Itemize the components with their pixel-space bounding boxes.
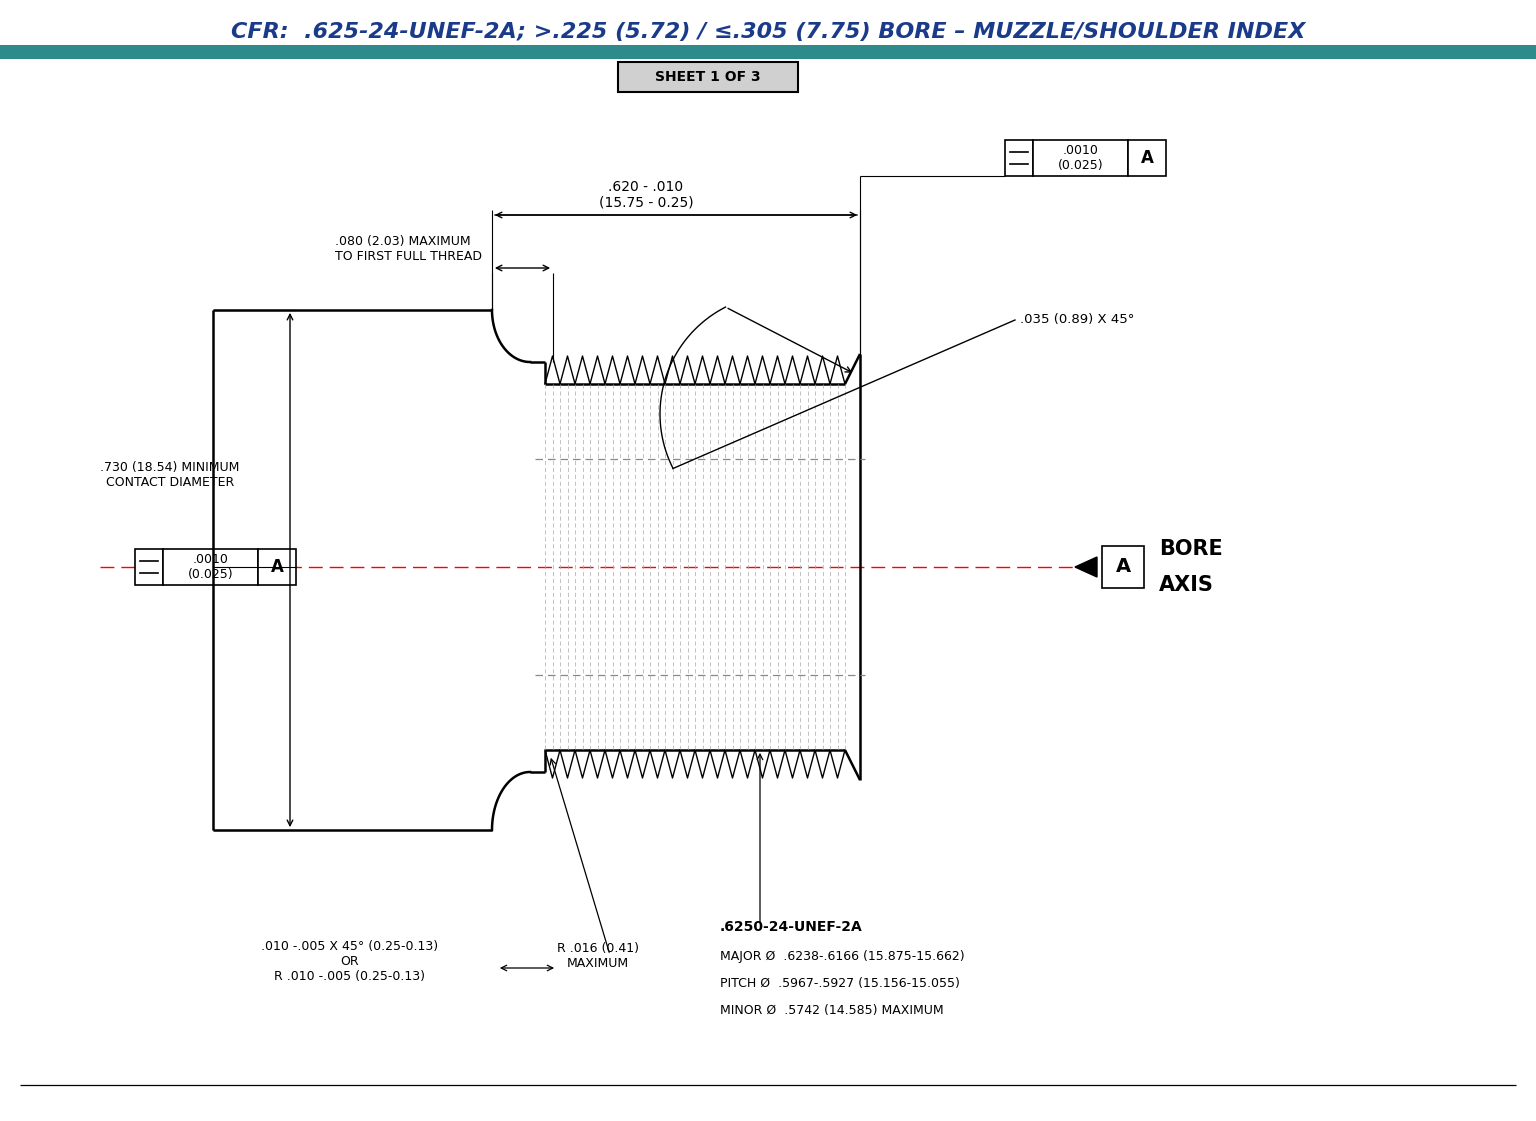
Bar — [258, 549, 296, 585]
Text: .620 - .010
(15.75 - 0.25): .620 - .010 (15.75 - 0.25) — [599, 179, 693, 210]
Bar — [0, 45, 1536, 59]
Text: A: A — [1141, 149, 1154, 167]
Text: R .016 (0.41)
MAXIMUM: R .016 (0.41) MAXIMUM — [558, 942, 639, 970]
Polygon shape — [1075, 557, 1097, 577]
Text: .730 (18.54) MINIMUM
CONTACT DIAMETER: .730 (18.54) MINIMUM CONTACT DIAMETER — [100, 461, 240, 489]
Bar — [617, 62, 799, 92]
Text: .0010
(0.025): .0010 (0.025) — [1058, 143, 1103, 172]
Text: .0010
(0.025): .0010 (0.025) — [187, 553, 233, 581]
Text: AXIS: AXIS — [1160, 575, 1213, 595]
Text: PITCH Ø  .5967-.5927 (15.156-15.055): PITCH Ø .5967-.5927 (15.156-15.055) — [720, 978, 960, 990]
Text: A: A — [270, 558, 284, 576]
Text: .010 -.005 X 45° (0.25-0.13)
OR
R .010 -.005 (0.25-0.13): .010 -.005 X 45° (0.25-0.13) OR R .010 -… — [261, 941, 439, 983]
Text: .6250-24-UNEF-2A: .6250-24-UNEF-2A — [720, 920, 863, 934]
Bar — [1101, 546, 1144, 589]
Bar — [1127, 140, 1166, 176]
Text: MAJOR Ø  .6238-.6166 (15.875-15.662): MAJOR Ø .6238-.6166 (15.875-15.662) — [720, 949, 965, 963]
Text: CFR:  .625-24-UNEF-2A; >.225 (5.72) / ≤.305 (7.75) BORE – MUZZLE/SHOULDER INDEX: CFR: .625-24-UNEF-2A; >.225 (5.72) / ≤.3… — [230, 22, 1306, 41]
Bar — [1005, 140, 1034, 176]
Text: A: A — [1115, 557, 1130, 576]
Text: .035 (0.89) X 45°: .035 (0.89) X 45° — [1020, 314, 1135, 326]
Text: .080 (2.03) MAXIMUM
TO FIRST FULL THREAD: .080 (2.03) MAXIMUM TO FIRST FULL THREAD — [335, 235, 482, 263]
Text: MINOR Ø  .5742 (14.585) MAXIMUM: MINOR Ø .5742 (14.585) MAXIMUM — [720, 1004, 943, 1017]
Bar — [163, 549, 258, 585]
Bar — [135, 549, 163, 585]
Text: BORE: BORE — [1160, 539, 1223, 559]
Bar — [1034, 140, 1127, 176]
Text: SHEET 1 OF 3: SHEET 1 OF 3 — [656, 70, 760, 84]
